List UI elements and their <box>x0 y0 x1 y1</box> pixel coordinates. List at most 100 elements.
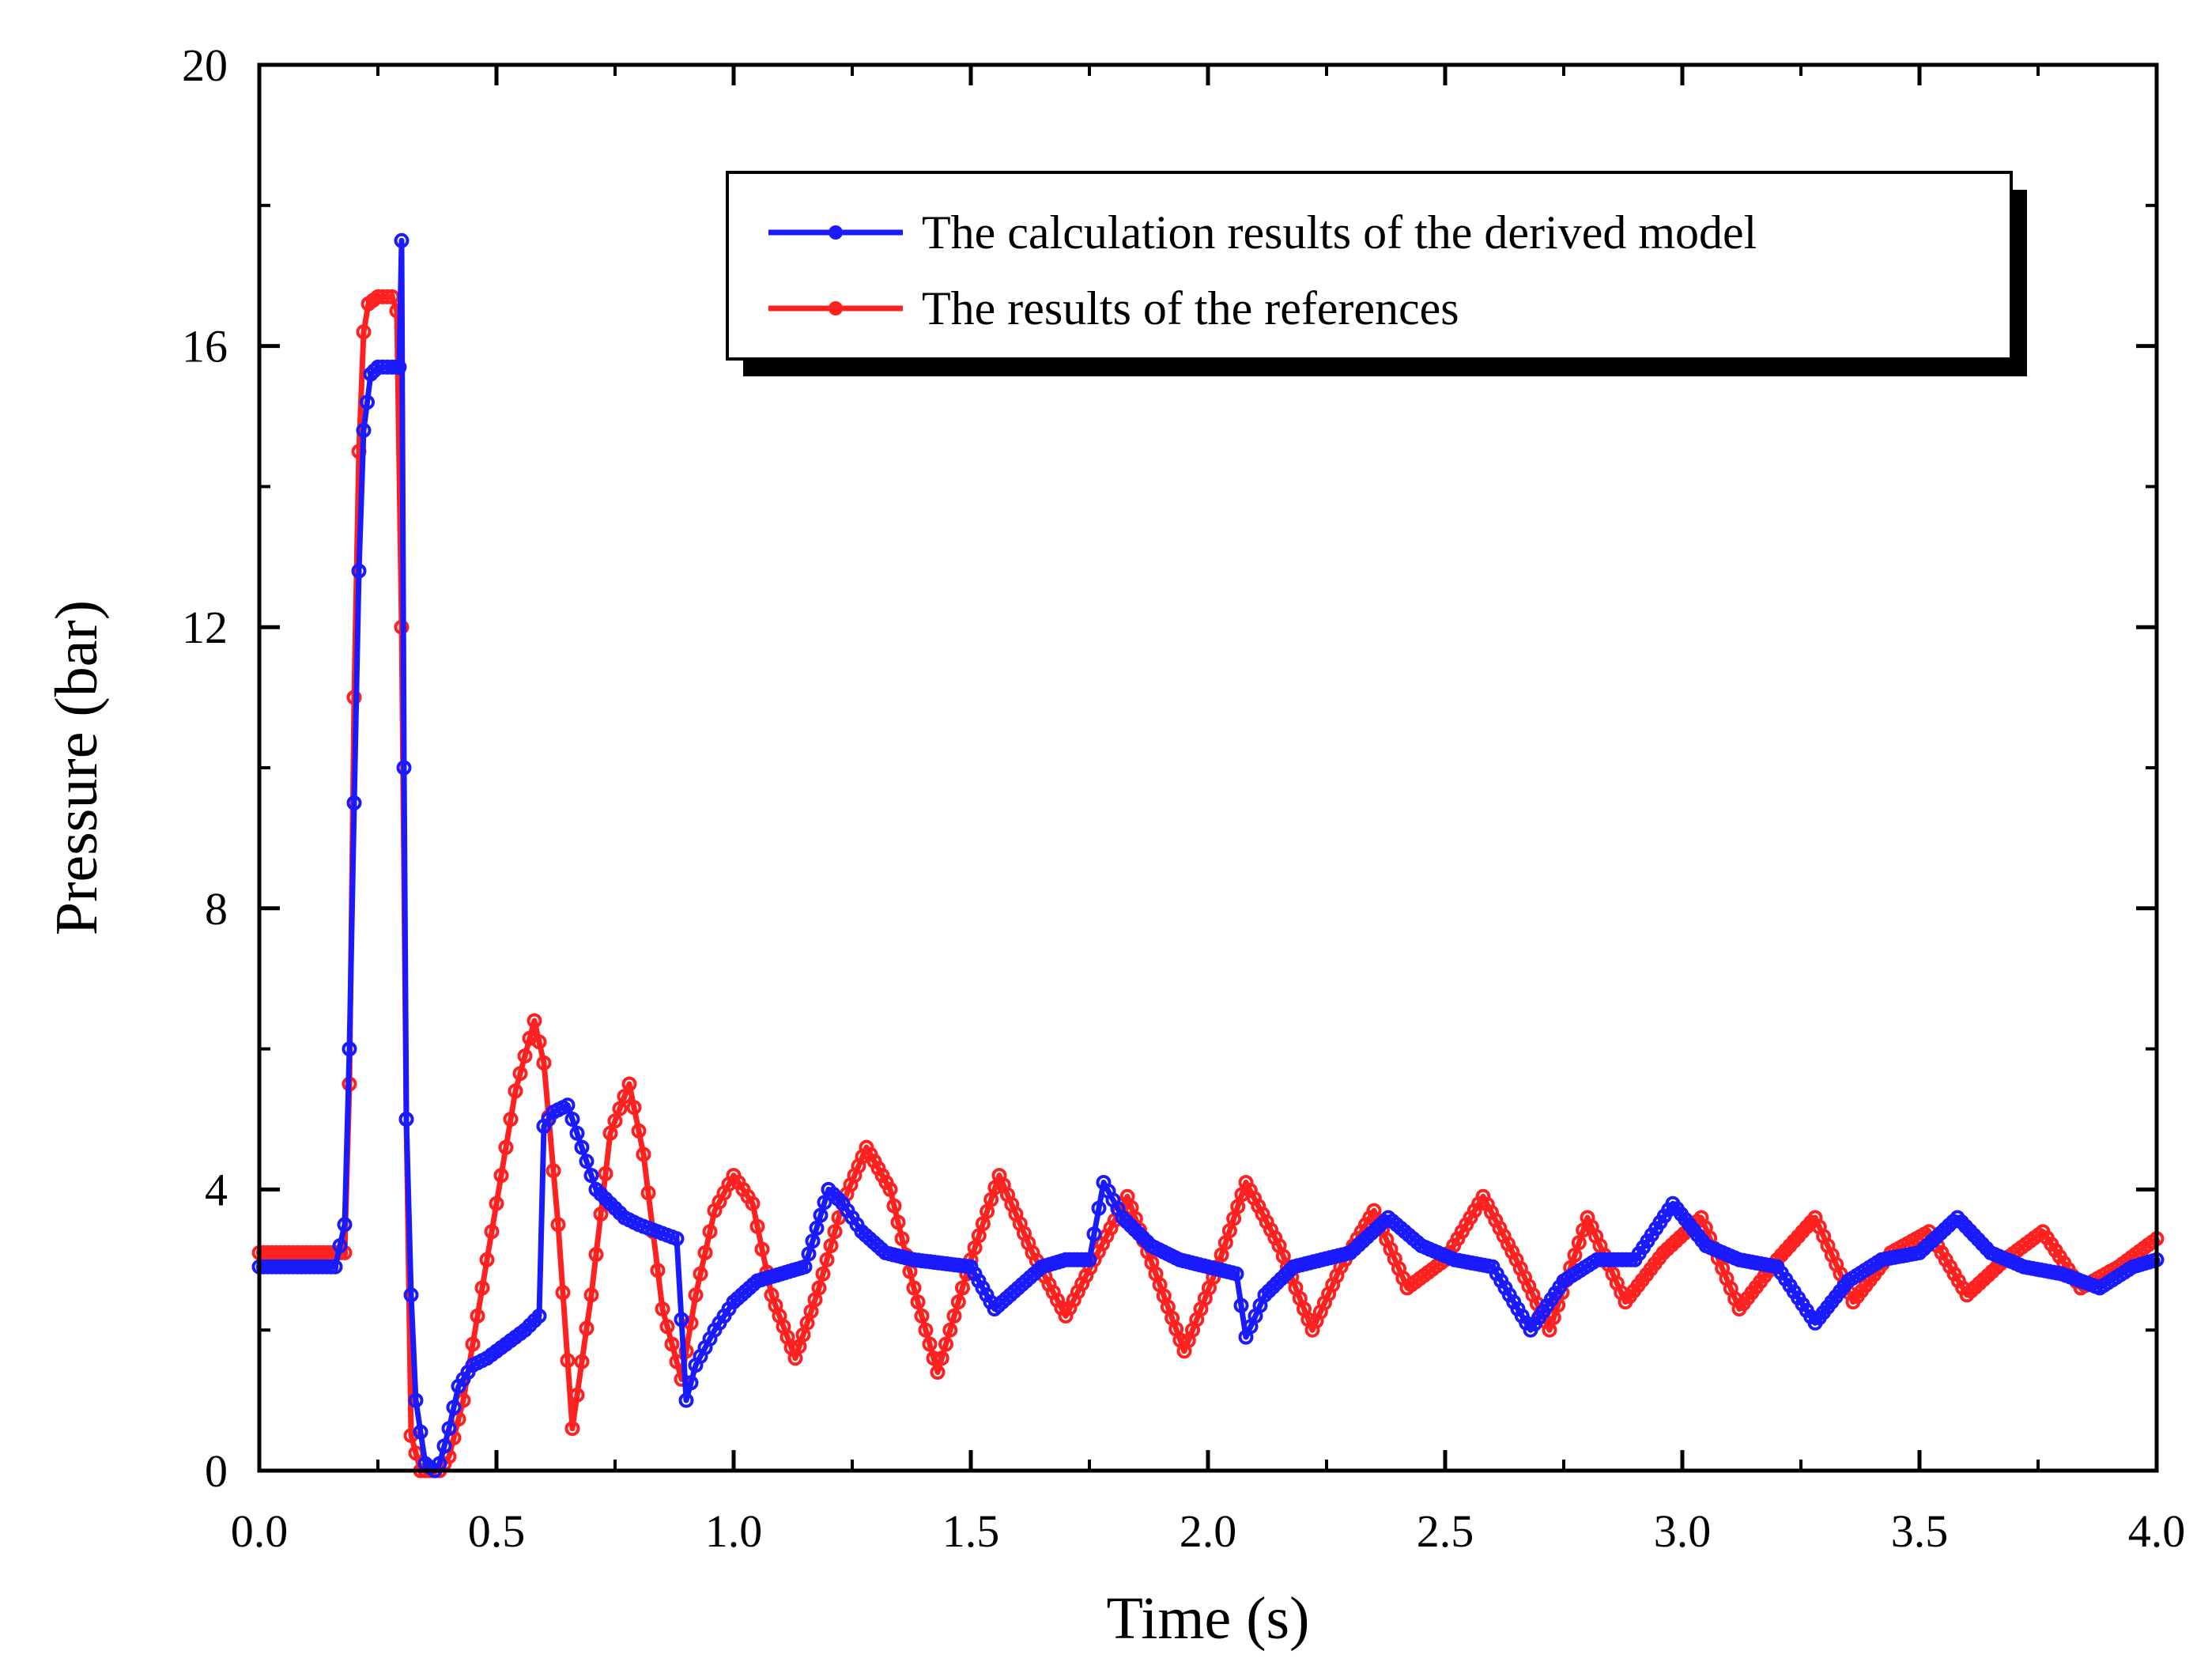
data-point <box>550 1217 566 1233</box>
data-point <box>1229 1266 1244 1282</box>
data-point <box>809 1220 825 1236</box>
data-point <box>598 1165 613 1181</box>
data-point <box>1086 1226 1102 1242</box>
data-point <box>351 563 367 579</box>
data-point <box>942 1322 958 1338</box>
legend-box <box>726 171 2013 361</box>
data-point <box>617 1089 632 1105</box>
data-point <box>375 289 391 304</box>
data-point <box>408 1392 424 1408</box>
y-axis-title: Pressure (bar) <box>43 600 110 935</box>
data-point <box>811 1280 827 1296</box>
data-point <box>356 422 372 438</box>
data-point <box>579 1320 595 1336</box>
y-tick-label: 16 <box>182 321 228 372</box>
data-point <box>950 1294 966 1310</box>
data-point <box>569 1125 585 1141</box>
data-point <box>678 1392 694 1408</box>
data-point <box>545 1163 561 1179</box>
data-point <box>894 1231 910 1247</box>
data-point <box>517 1048 533 1063</box>
data-point <box>512 1066 528 1082</box>
data-point <box>655 1301 670 1316</box>
data-point <box>1542 1322 1557 1338</box>
data-point <box>669 1231 685 1247</box>
data-point <box>612 1101 628 1116</box>
data-point <box>342 1041 357 1057</box>
data-point <box>918 1322 934 1338</box>
data-point <box>1233 1297 1249 1313</box>
y-tick-label: 8 <box>205 883 228 935</box>
data-point <box>479 1252 495 1267</box>
data-point <box>370 359 386 375</box>
data-point <box>621 1076 637 1092</box>
data-point <box>583 1168 599 1184</box>
data-point <box>508 1083 523 1099</box>
data-point <box>607 1113 623 1129</box>
data-point <box>934 1350 949 1366</box>
data-point <box>446 1399 462 1415</box>
data-point <box>403 1287 419 1303</box>
data-point <box>930 1365 946 1380</box>
data-point <box>398 1112 414 1127</box>
data-point <box>574 1354 590 1369</box>
data-point <box>797 1259 813 1275</box>
x-axis-title: Time (s) <box>1107 1585 1310 1652</box>
data-point <box>356 324 372 340</box>
data-point <box>379 289 395 304</box>
data-point <box>626 1100 642 1116</box>
data-point <box>465 1336 481 1352</box>
data-point <box>650 1263 666 1279</box>
data-point <box>489 1195 504 1211</box>
data-point <box>683 1375 699 1391</box>
data-point <box>555 1285 571 1301</box>
data-point <box>441 1421 457 1437</box>
x-tick-label: 4.0 <box>2128 1505 2186 1557</box>
data-point <box>498 1139 514 1155</box>
series-derived-model <box>251 232 2165 1479</box>
data-point <box>474 1280 490 1296</box>
data-point <box>882 1181 898 1197</box>
data-point <box>955 1280 970 1296</box>
legend-marker <box>829 225 843 240</box>
y-tick-label: 12 <box>182 602 228 653</box>
data-point <box>436 1438 452 1454</box>
data-point <box>697 1245 713 1260</box>
data-point <box>946 1308 962 1324</box>
data-point <box>819 1252 835 1267</box>
x-tick-label: 0.5 <box>468 1505 526 1557</box>
y-tick-label: 20 <box>182 40 228 91</box>
y-tick-label: 4 <box>205 1164 228 1215</box>
data-point <box>1576 1222 1591 1238</box>
data-point <box>688 1287 704 1303</box>
data-point <box>602 1125 618 1141</box>
data-point <box>1571 1235 1587 1251</box>
data-point <box>327 1259 343 1275</box>
y-tick-label: 0 <box>205 1445 228 1497</box>
data-point <box>813 1207 829 1223</box>
data-point <box>926 1350 942 1366</box>
data-point <box>531 1034 547 1050</box>
data-point <box>579 1154 595 1169</box>
data-point <box>413 1424 428 1440</box>
data-point <box>631 1123 647 1139</box>
data-point <box>574 1139 590 1155</box>
x-tick-label: 2.5 <box>1417 1505 1474 1557</box>
data-point <box>337 1217 353 1233</box>
data-point <box>745 1195 761 1211</box>
data-point <box>360 395 375 410</box>
legend-item: The results of the references <box>768 282 1459 334</box>
legend-label: The calculation results of the derived m… <box>922 206 1757 259</box>
data-point <box>754 1241 770 1257</box>
plot-area <box>251 232 2165 1479</box>
data-point <box>817 1195 832 1211</box>
data-point <box>564 1112 580 1127</box>
data-point <box>493 1168 509 1184</box>
data-point <box>749 1218 765 1234</box>
data-point <box>890 1214 906 1230</box>
data-point <box>664 1336 680 1352</box>
data-point <box>906 1280 922 1296</box>
data-point <box>370 289 386 304</box>
data-point <box>560 1353 576 1369</box>
data-point <box>640 1185 656 1201</box>
